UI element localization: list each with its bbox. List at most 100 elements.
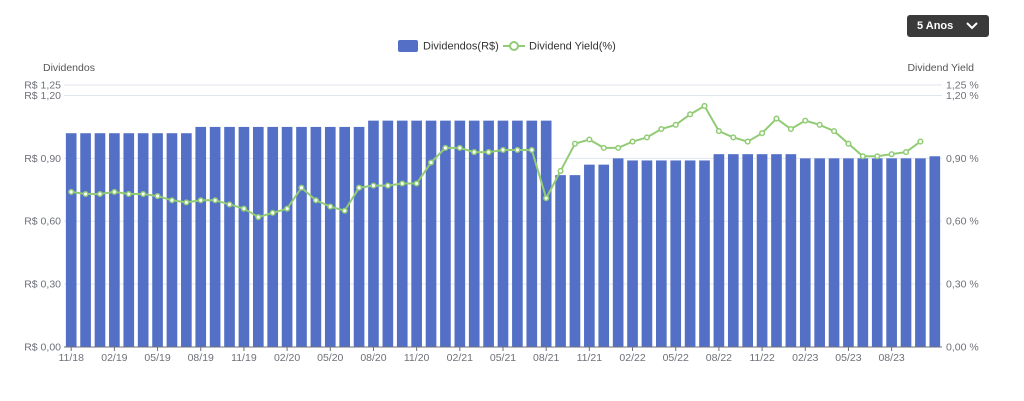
yield-point	[370, 182, 377, 189]
x-tick-label: 08/21	[533, 352, 559, 364]
legend-line-marker	[509, 41, 519, 51]
x-tick-label: 08/23	[878, 352, 904, 364]
dividend-bar	[656, 160, 667, 347]
dividend-bar	[382, 120, 394, 348]
yield-point	[629, 138, 636, 145]
dividend-bar	[900, 158, 912, 347]
yield-point	[68, 188, 75, 195]
yield-point	[226, 201, 233, 208]
yield-point	[514, 146, 521, 154]
dividend-bar	[80, 133, 91, 347]
dividend-bar	[166, 133, 178, 347]
dividend-bar	[411, 120, 422, 348]
x-tick-label: 02/19	[101, 352, 127, 364]
yield-point	[773, 115, 780, 122]
yield-point	[802, 117, 809, 124]
dividend-bar	[209, 126, 221, 347]
yield-point	[744, 138, 751, 145]
yield-point	[845, 140, 852, 147]
dividend-bar	[814, 158, 825, 347]
yield-point	[82, 190, 89, 198]
dividend-bar	[339, 126, 350, 347]
yield-point	[830, 128, 838, 135]
right-tick-label: 1,20 %	[946, 90, 979, 102]
yield-point	[485, 149, 492, 156]
dividend-bar	[526, 120, 538, 348]
period-selector[interactable]: 5 Anos	[907, 15, 989, 37]
left-axis-title: Dividendos	[43, 62, 95, 74]
dividend-bar	[454, 120, 466, 348]
dividend-bar	[871, 158, 883, 347]
x-tick-label: 05/21	[490, 352, 516, 364]
dividend-bar	[65, 133, 77, 347]
dividend-bar	[569, 175, 581, 347]
dividend-bar	[828, 158, 840, 347]
x-tick-label: 05/20	[317, 352, 343, 364]
dividend-bar	[181, 133, 192, 347]
yield-point	[471, 149, 478, 156]
dividend-bar	[799, 158, 811, 347]
left-tick-label: R$ 0,30	[24, 279, 61, 291]
yield-point	[543, 195, 550, 202]
yield-point	[643, 134, 650, 141]
left-tick-label: R$ 1,25	[24, 80, 61, 92]
x-tick-label: 02/22	[619, 352, 645, 364]
left-tick-label: R$ 0,90	[24, 153, 61, 165]
dividend-bar	[929, 156, 941, 347]
yield-point	[874, 153, 881, 160]
dividend-bar	[684, 160, 696, 347]
yield-point	[284, 205, 291, 212]
dividend-bar	[195, 126, 207, 347]
dividend-bar	[137, 133, 149, 347]
dividend-bar	[886, 158, 897, 347]
right-axis-title: Dividend Yield	[907, 62, 974, 74]
chart-legend[interactable]: Dividendos(R$) Dividend Yield(%)	[398, 40, 616, 53]
right-tick-label: 0,30 %	[946, 279, 979, 291]
yield-point	[787, 125, 794, 133]
yield-point	[571, 140, 579, 147]
yield-point	[499, 146, 507, 154]
x-tick-label: 11/22	[749, 352, 775, 364]
right-axis-ticks: 0,00 % 0,30 % 0,60 % 0,90 % 1,20 %1,25 %	[946, 80, 979, 354]
yield-point	[183, 199, 190, 206]
dividend-bar	[771, 154, 782, 347]
dividend-bar	[540, 120, 552, 348]
dividend-bar	[425, 120, 437, 348]
yield-point	[212, 197, 219, 204]
yield-point	[859, 153, 866, 160]
dividend-bar	[267, 126, 279, 347]
legend-bar-swatch	[398, 40, 418, 52]
yield-point	[154, 193, 161, 200]
legend-label-yield: Dividend Yield(%)	[529, 41, 616, 53]
yield-point	[442, 144, 449, 151]
dividend-bar	[612, 158, 624, 347]
x-tick-label: 02/20	[274, 352, 300, 364]
x-tick-label: 08/22	[706, 352, 732, 364]
yield-point	[902, 149, 910, 156]
x-tick-label: 08/19	[188, 352, 214, 364]
yield-point	[888, 151, 895, 158]
yield-point	[356, 184, 363, 191]
yield-point	[658, 125, 665, 133]
yield-point	[672, 121, 679, 128]
right-tick-label: 0,90 %	[946, 153, 979, 165]
x-tick-label: 11/21	[577, 352, 603, 364]
dividend-bar	[555, 175, 566, 347]
yield-point	[427, 159, 435, 166]
x-tick-label: 11/19	[231, 352, 257, 364]
dividend-bar	[584, 164, 595, 347]
legend-label-dividendos: Dividendos(R$)	[423, 41, 499, 53]
yield-point	[327, 203, 334, 210]
dividend-bar	[224, 126, 235, 347]
dividend-bar	[512, 120, 523, 348]
yield-point	[557, 167, 564, 174]
dividend-bar	[440, 120, 451, 348]
yield-point	[96, 190, 104, 198]
yield-point	[125, 190, 132, 198]
x-tick-label: 02/23	[792, 352, 818, 364]
chevron-down-icon	[965, 21, 979, 31]
dividend-bar	[123, 133, 135, 347]
dividend-bar	[670, 160, 682, 347]
dividend-bar	[109, 133, 120, 347]
